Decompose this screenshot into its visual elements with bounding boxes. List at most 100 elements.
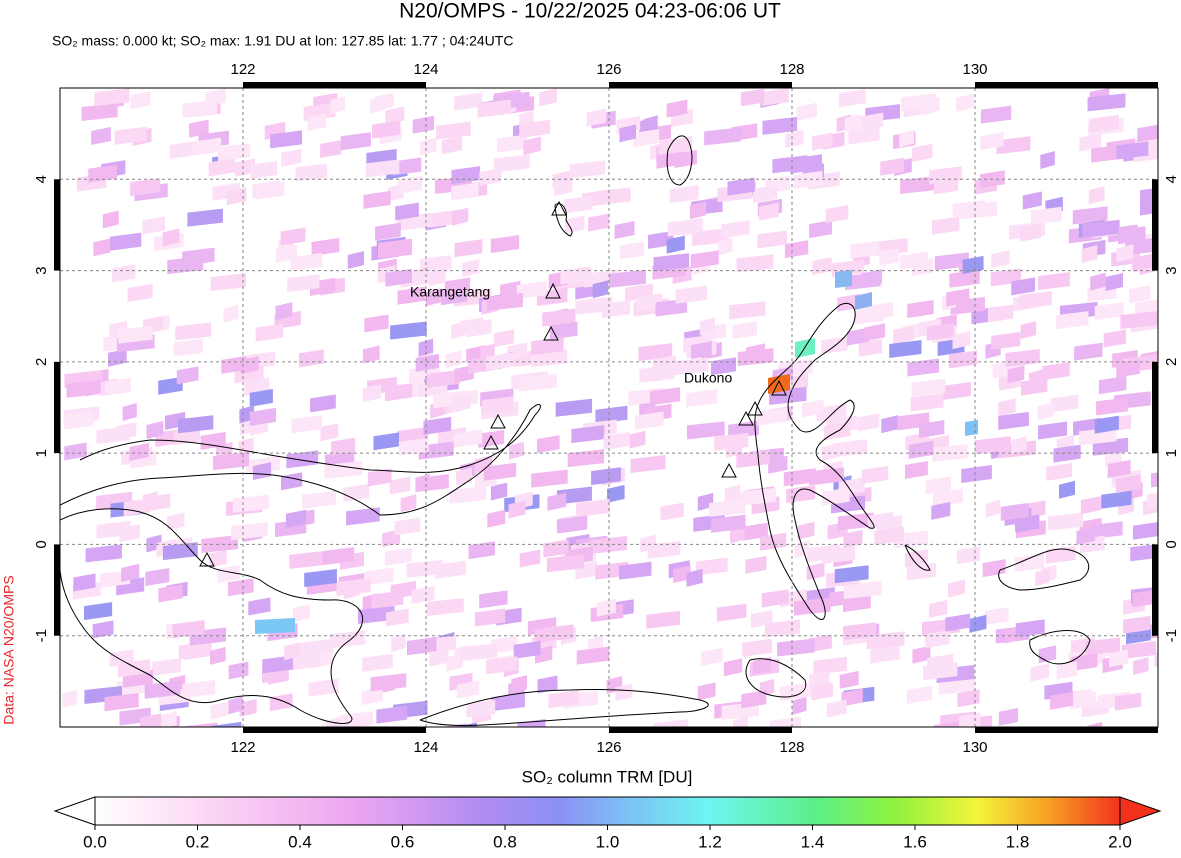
- frame-bar: [54, 179, 60, 271]
- pixel: [519, 119, 551, 138]
- pixel: [428, 268, 446, 287]
- pixel: [808, 467, 844, 486]
- pixel: [732, 321, 757, 340]
- pixel: [608, 269, 646, 288]
- pixel: [1076, 526, 1096, 545]
- pixel: [1028, 369, 1044, 388]
- pixel: [162, 542, 198, 561]
- pixel: [390, 321, 427, 340]
- pixel: [912, 143, 933, 162]
- pixel: [374, 92, 394, 111]
- pixel: [285, 509, 307, 528]
- pixel: [675, 285, 707, 304]
- pixel: [181, 722, 218, 727]
- pixel: [733, 716, 748, 727]
- pixel: [1081, 245, 1098, 264]
- pixel: [209, 646, 226, 665]
- pixel: [969, 614, 987, 633]
- pixel: [991, 250, 1010, 269]
- pixel: [564, 215, 585, 234]
- pixel: [730, 525, 745, 544]
- pixel: [1154, 652, 1158, 667]
- pixel: [96, 426, 130, 445]
- pixel: [974, 436, 1011, 455]
- pixel: [547, 492, 567, 511]
- pixel: [549, 321, 578, 340]
- pixel: [228, 696, 243, 715]
- pixel: [176, 366, 199, 385]
- pixel: [745, 555, 767, 574]
- pixel: [686, 421, 725, 440]
- pixel: [493, 154, 530, 173]
- pixel: [1069, 691, 1096, 710]
- pixel: [395, 202, 419, 221]
- pixel: [255, 181, 285, 200]
- pixel: [483, 462, 517, 481]
- pixel: [361, 687, 383, 706]
- so2-pixels: [62, 88, 1158, 727]
- pixel: [844, 114, 862, 133]
- pixel: [192, 137, 221, 156]
- pixel: [1042, 362, 1070, 381]
- pixel: [407, 636, 437, 655]
- pixel: [716, 603, 747, 622]
- pixel: [785, 130, 804, 149]
- pixel: [796, 102, 817, 121]
- pixel: [556, 515, 588, 534]
- pixel: [861, 112, 884, 131]
- pixel: [364, 314, 389, 333]
- pixel: [932, 488, 963, 507]
- frame-bar: [243, 727, 426, 733]
- pixel: [548, 690, 579, 709]
- pixel: [385, 608, 409, 627]
- coastlines: [60, 135, 1091, 726]
- pixel: [210, 273, 247, 292]
- pixel: [1059, 480, 1076, 499]
- pixel: [1050, 394, 1079, 413]
- pixel: [844, 272, 881, 291]
- pixel: [228, 661, 249, 680]
- pixel: [211, 721, 242, 727]
- pixel: [363, 190, 391, 209]
- pixel: [322, 547, 355, 566]
- pixel: [1015, 514, 1040, 533]
- pixel: [753, 184, 778, 203]
- pixel: [1007, 365, 1025, 384]
- pixel: [462, 258, 480, 277]
- pixel: [790, 373, 808, 392]
- colorbar-tick-label: 1.6: [903, 832, 927, 851]
- pixel: [221, 355, 246, 374]
- pixel: [365, 159, 400, 178]
- pixel: [1040, 151, 1055, 170]
- pixel: [234, 158, 255, 177]
- pixel: [1130, 544, 1158, 562]
- pixel: [1074, 342, 1103, 361]
- x-tick-label: 124: [413, 61, 438, 78]
- pixel: [371, 590, 404, 609]
- pixel: [109, 232, 142, 251]
- pixel: [330, 96, 346, 115]
- pixel: [905, 460, 928, 479]
- pixel: [343, 483, 370, 502]
- pixel: [1132, 589, 1158, 608]
- volcano-marker: [490, 413, 506, 429]
- pixel: [92, 620, 114, 639]
- pixel: [629, 430, 646, 449]
- pixel: [555, 398, 593, 417]
- pixel: [218, 143, 251, 162]
- pixel: [210, 701, 229, 720]
- pixel: [980, 105, 1012, 124]
- pixel: [436, 121, 471, 140]
- y-tick-label: -1: [33, 629, 50, 642]
- pixel: [376, 705, 408, 724]
- pixel: [217, 564, 240, 583]
- pixel: [287, 274, 320, 293]
- pixel: [1114, 692, 1142, 711]
- pixel: [711, 357, 737, 376]
- pixel: [406, 559, 444, 578]
- pixel: [1121, 640, 1157, 659]
- y-tick-label: 3: [33, 266, 50, 274]
- y-tick-label: 1: [33, 449, 50, 457]
- pixel: [519, 549, 541, 568]
- pixel: [83, 602, 113, 621]
